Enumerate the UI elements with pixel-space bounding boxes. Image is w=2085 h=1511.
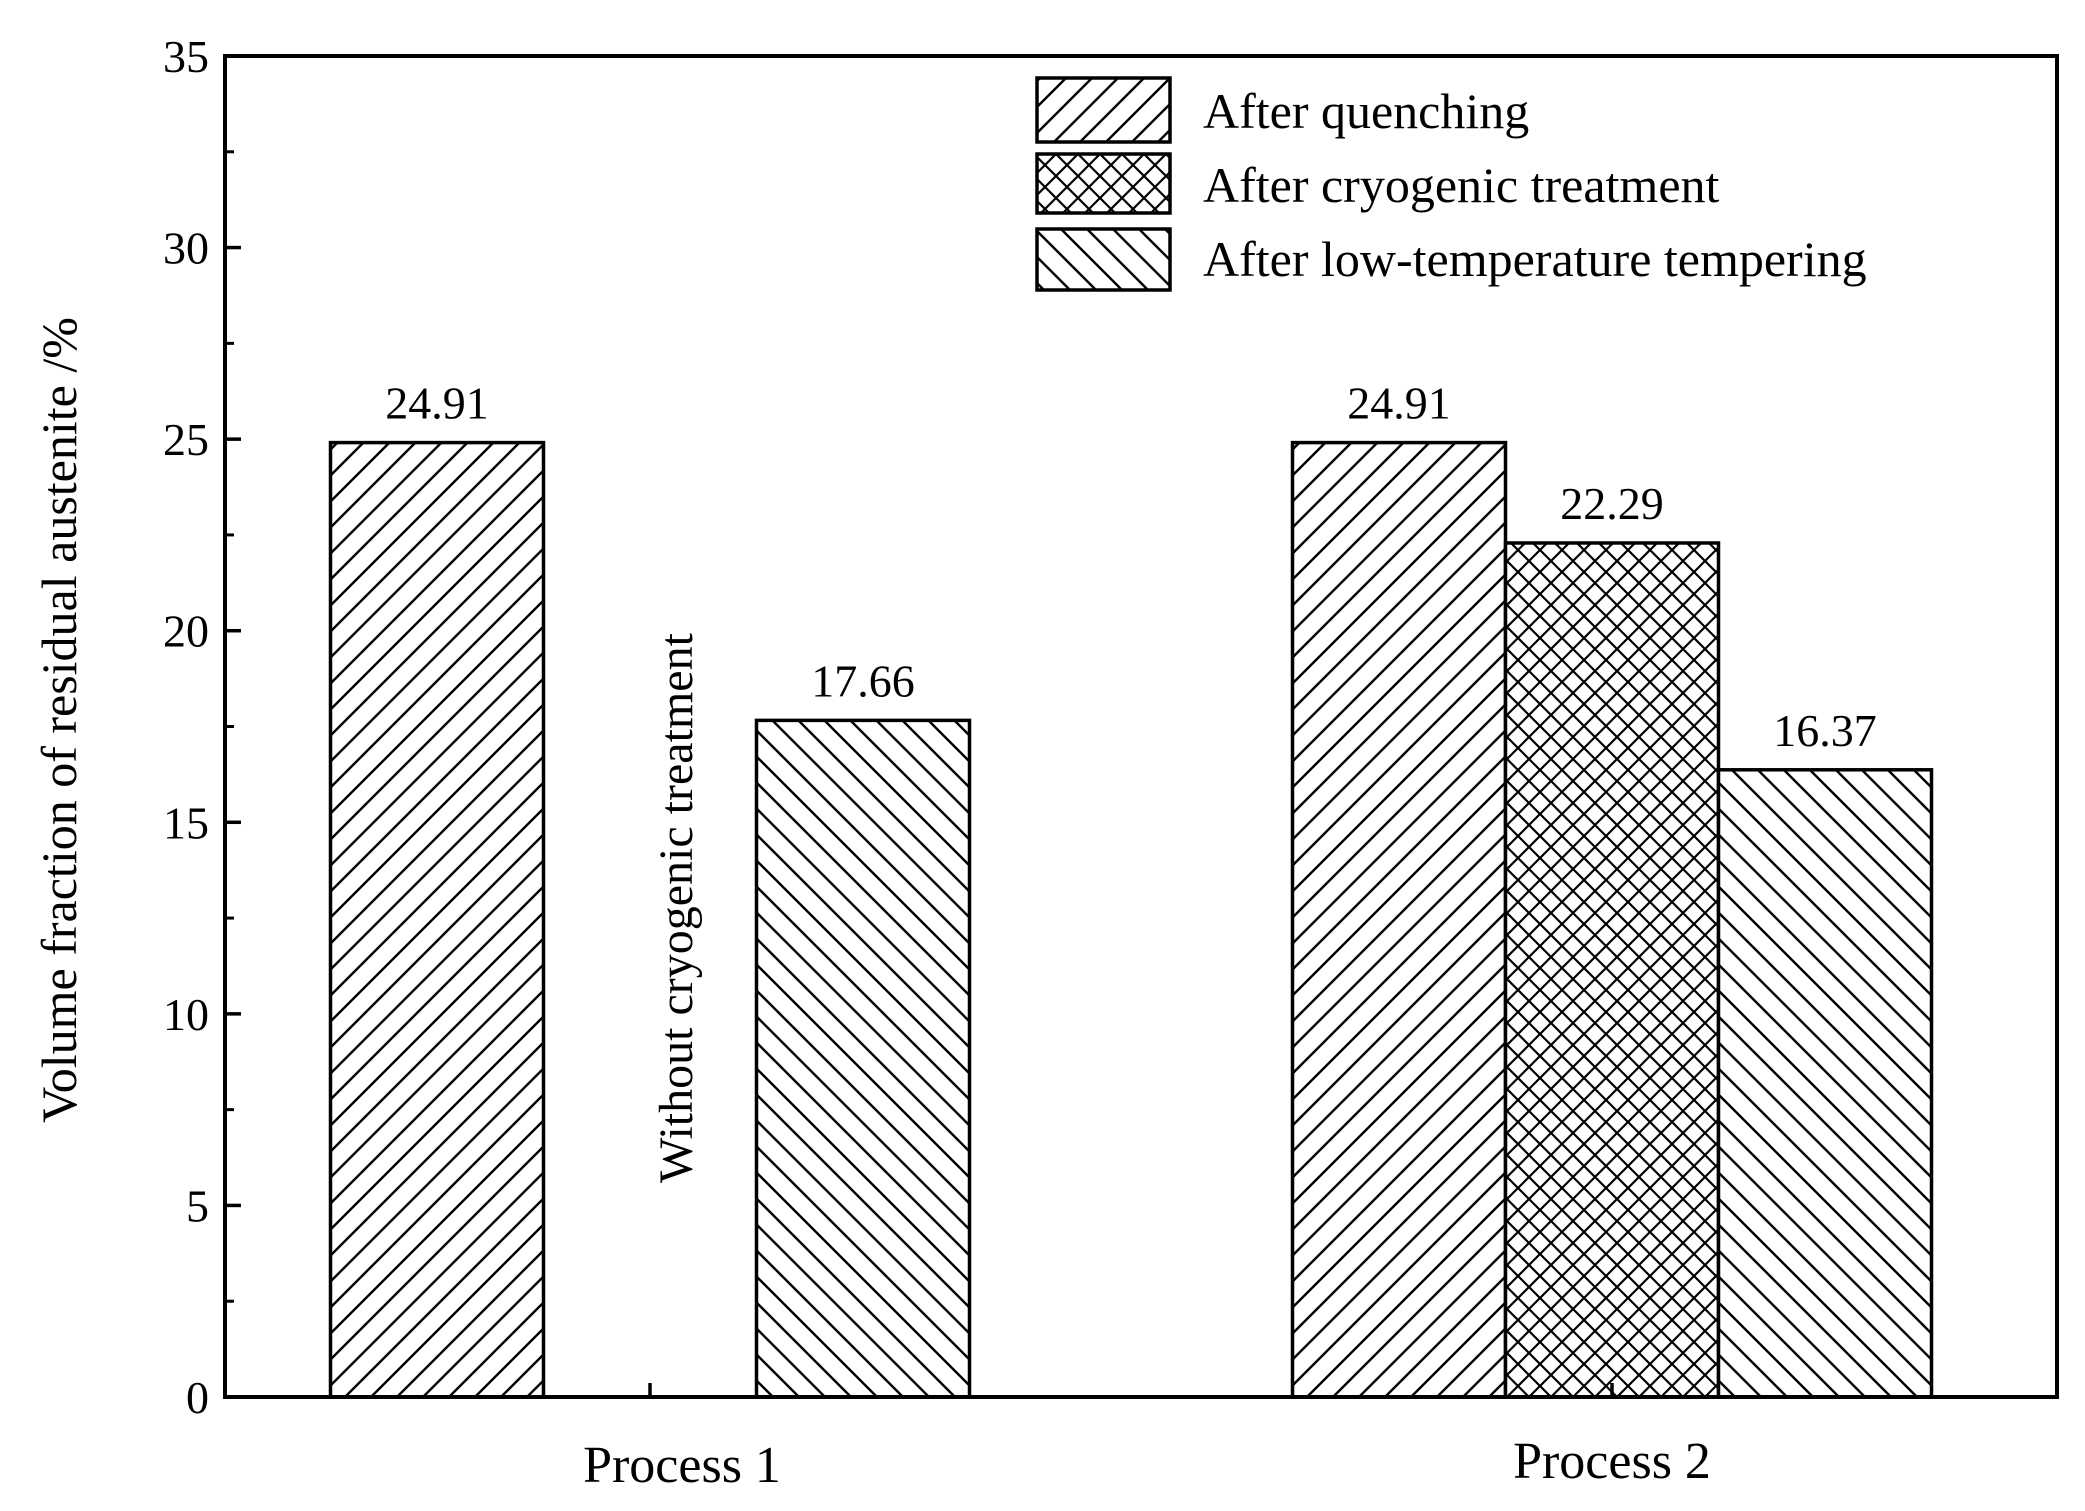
legend-label-after-quenching: After quenching bbox=[1203, 83, 1529, 139]
y-tick-label: 0 bbox=[186, 1372, 209, 1423]
bar-value-label: 16.37 bbox=[1773, 705, 1877, 756]
y-tick-label: 15 bbox=[163, 797, 209, 848]
bars-layer bbox=[328, 440, 1934, 1399]
bar-after-low-temperature-tempering-process-2 bbox=[1716, 768, 1934, 1399]
legend-swatch-after-tempering bbox=[1035, 227, 1172, 292]
bar-after-quenching-process-1 bbox=[328, 440, 546, 1399]
y-tick-label: 20 bbox=[163, 606, 209, 657]
legend-label-after-cryogenic: After cryogenic treatment bbox=[1203, 157, 1720, 213]
bar-value-label: 22.29 bbox=[1560, 478, 1664, 529]
y-axis-ticks bbox=[225, 54, 241, 1399]
legend: After quenching After cryogenic treatmen… bbox=[1035, 76, 1867, 292]
y-axis-title: Volume fraction of residual austenite /% bbox=[31, 317, 87, 1123]
bar-value-label: 24.91 bbox=[385, 378, 489, 429]
bar-value-label: 17.66 bbox=[811, 655, 915, 706]
category-label-process-2: Process 2 bbox=[1513, 1433, 1711, 1490]
y-axis-tick-labels: 0 5 10 15 20 25 30 35 bbox=[163, 31, 209, 1423]
bar-after-quenching-process-2 bbox=[1290, 440, 1508, 1399]
y-tick-label: 35 bbox=[163, 31, 209, 82]
bar-labels-layer: 24.91 17.66 24.91 22.29 16.37 bbox=[385, 378, 1877, 756]
legend-swatch-after-quenching bbox=[1035, 76, 1172, 144]
annotation-without-cryogenic: Without cryogenic treatment bbox=[650, 632, 703, 1183]
x-axis-ticks bbox=[648, 1383, 1614, 1397]
legend-label-after-tempering: After low-temperature tempering bbox=[1203, 231, 1867, 287]
bar-value-label: 24.91 bbox=[1347, 378, 1451, 429]
bar-after-cryogenic-treatment-process-2 bbox=[1503, 541, 1721, 1399]
y-tick-label: 25 bbox=[163, 414, 209, 465]
bar-after-low-temperature-tempering-process-1 bbox=[754, 718, 972, 1399]
category-label-process-1: Process 1 bbox=[583, 1437, 781, 1494]
y-tick-label: 5 bbox=[186, 1180, 209, 1231]
y-tick-label: 30 bbox=[163, 223, 209, 274]
y-tick-label: 10 bbox=[163, 989, 209, 1040]
legend-swatch-after-cryogenic bbox=[1035, 152, 1172, 215]
